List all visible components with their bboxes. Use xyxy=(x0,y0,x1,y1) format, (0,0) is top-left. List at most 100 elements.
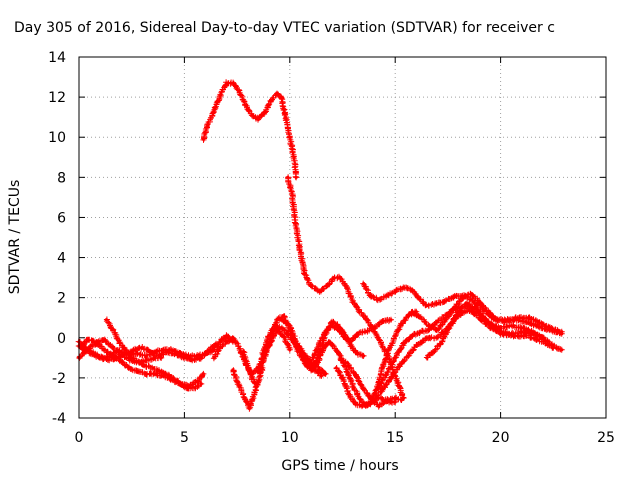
data-point xyxy=(132,348,135,351)
data-point xyxy=(446,298,449,301)
data-point xyxy=(381,388,384,391)
y-tick-label: 0 xyxy=(57,331,66,347)
data-point xyxy=(84,346,87,349)
data-point xyxy=(364,316,367,319)
data-point xyxy=(160,356,163,359)
data-point xyxy=(257,366,260,369)
data-point xyxy=(254,382,257,385)
data-point xyxy=(286,332,289,335)
data-point xyxy=(427,328,430,331)
data-point xyxy=(263,112,266,115)
data-point xyxy=(535,324,538,327)
data-point xyxy=(322,346,325,349)
data-point xyxy=(364,330,367,333)
data-point xyxy=(284,116,287,119)
data-point xyxy=(512,334,515,337)
data-point xyxy=(457,314,460,317)
data-point xyxy=(238,384,241,387)
data-point xyxy=(339,276,342,279)
data-point xyxy=(305,364,308,367)
data-point xyxy=(301,350,304,353)
data-point xyxy=(381,366,384,369)
data-point xyxy=(295,340,298,343)
data-point xyxy=(488,326,491,329)
data-point xyxy=(244,398,247,401)
data-point xyxy=(86,338,89,341)
data-point xyxy=(425,336,428,339)
data-point xyxy=(103,338,106,341)
data-point xyxy=(208,348,211,351)
data-point xyxy=(202,372,205,375)
data-point xyxy=(318,290,321,293)
data-point xyxy=(398,364,401,367)
data-point xyxy=(505,318,508,321)
data-point xyxy=(356,352,359,355)
data-point xyxy=(326,284,329,287)
data-point xyxy=(282,334,285,337)
data-point xyxy=(347,364,350,367)
data-point xyxy=(103,348,106,351)
data-point xyxy=(166,350,169,353)
data-point xyxy=(115,350,118,353)
data-point xyxy=(128,358,131,361)
data-point xyxy=(486,310,489,313)
data-point xyxy=(149,350,152,353)
data-point xyxy=(134,360,137,363)
data-point xyxy=(238,346,241,349)
data-point xyxy=(111,328,114,331)
data-point xyxy=(419,330,422,333)
data-point xyxy=(499,332,502,335)
data-point xyxy=(313,368,316,371)
data-point xyxy=(385,294,388,297)
data-point xyxy=(415,310,418,313)
data-point xyxy=(96,354,99,357)
y-tick-label: 12 xyxy=(48,90,66,106)
data-point xyxy=(286,176,289,179)
data-point xyxy=(560,330,563,333)
data-point xyxy=(109,354,112,357)
data-point xyxy=(124,348,127,351)
data-point xyxy=(394,396,397,399)
data-point xyxy=(552,346,555,349)
data-point xyxy=(524,334,527,337)
data-point xyxy=(143,364,146,367)
data-point xyxy=(269,100,272,103)
data-point xyxy=(328,340,331,343)
data-point xyxy=(250,376,253,379)
data-point xyxy=(225,334,228,337)
data-point xyxy=(307,358,310,361)
data-point xyxy=(396,380,399,383)
data-point xyxy=(478,300,481,303)
data-point xyxy=(537,320,540,323)
y-tick-label: 2 xyxy=(57,291,66,307)
data-point xyxy=(193,386,196,389)
data-point xyxy=(375,388,378,391)
data-point xyxy=(248,406,251,409)
data-point xyxy=(341,376,344,379)
data-point xyxy=(432,350,435,353)
data-point xyxy=(153,372,156,375)
data-point xyxy=(377,298,380,301)
data-point xyxy=(231,340,234,343)
data-point xyxy=(345,368,348,371)
data-point xyxy=(385,398,388,401)
data-point xyxy=(269,340,272,343)
data-point xyxy=(362,354,365,357)
data-point xyxy=(478,316,481,319)
data-point xyxy=(244,104,247,107)
data-point xyxy=(103,356,106,359)
data-point xyxy=(90,350,93,353)
data-point xyxy=(406,314,409,317)
data-point xyxy=(303,272,306,275)
chart-background xyxy=(0,0,640,480)
data-point xyxy=(526,316,529,319)
data-point xyxy=(337,324,340,327)
data-point xyxy=(185,386,188,389)
data-point xyxy=(410,334,413,337)
data-point xyxy=(151,366,154,369)
data-point xyxy=(467,304,470,307)
data-point xyxy=(406,354,409,357)
data-point xyxy=(446,326,449,329)
data-point xyxy=(105,318,108,321)
x-tick-label: 5 xyxy=(180,430,189,446)
